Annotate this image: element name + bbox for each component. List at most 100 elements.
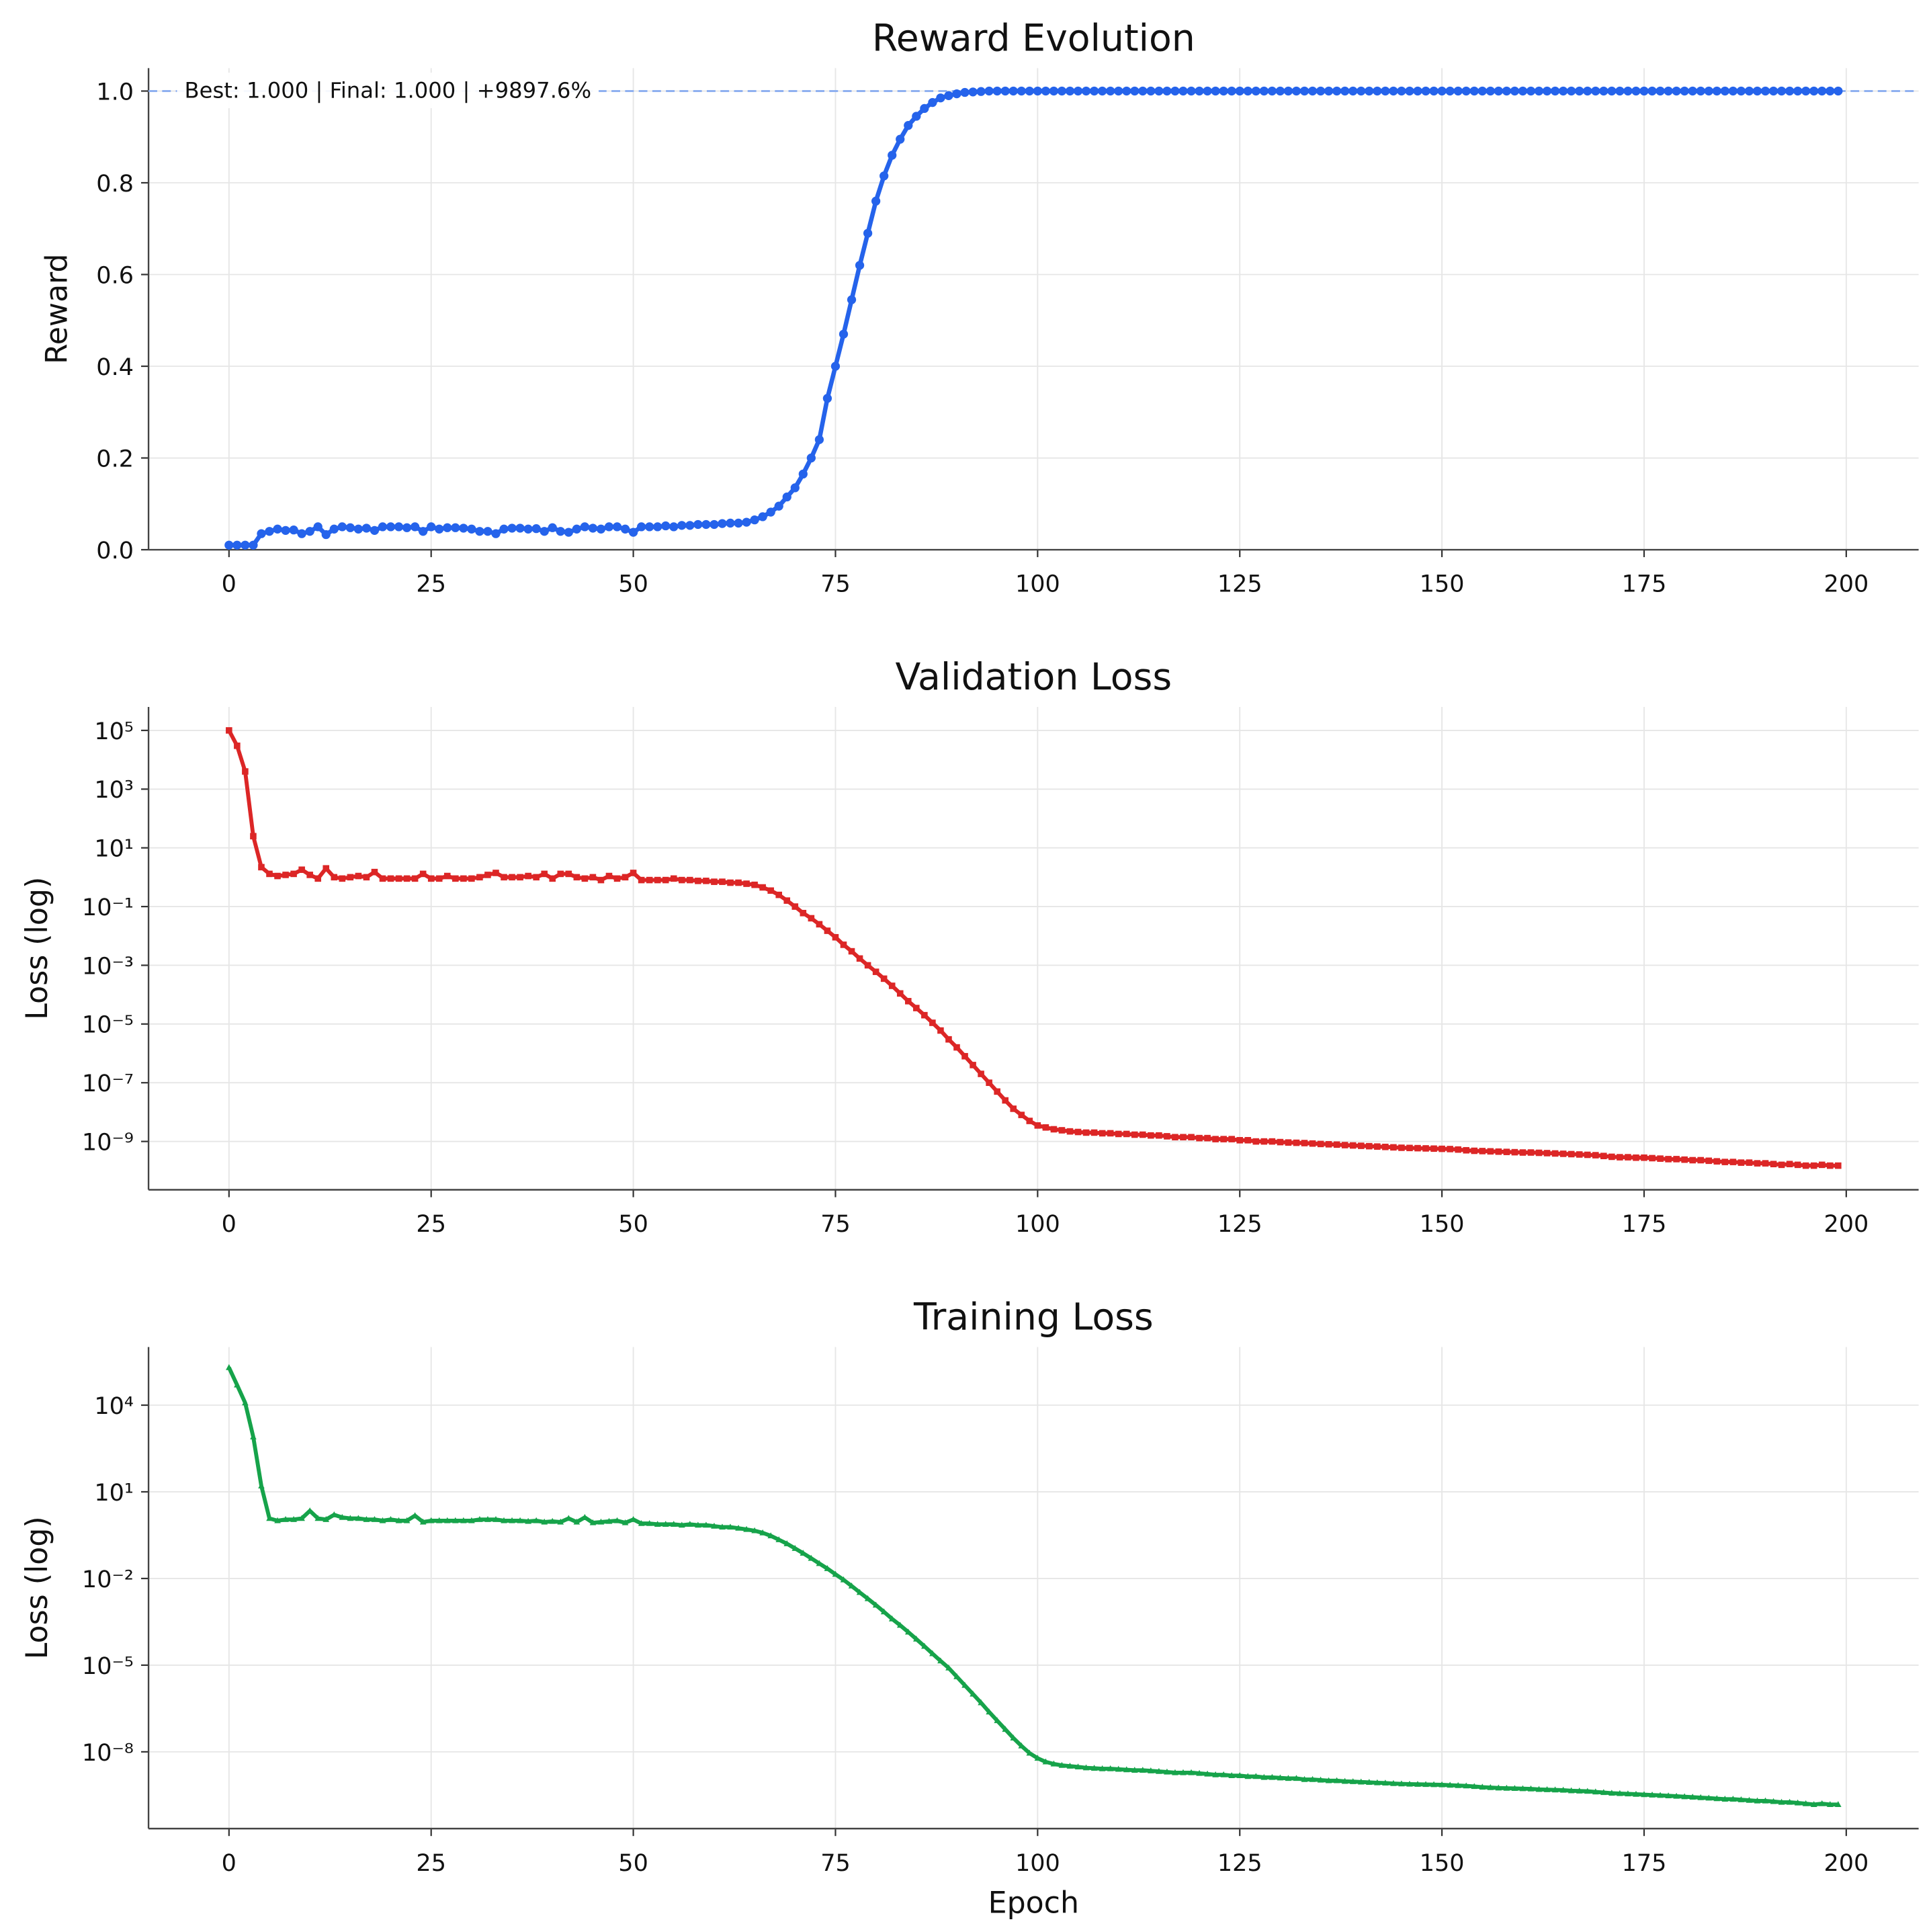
data-point — [1477, 86, 1487, 96]
data-point — [1099, 1130, 1106, 1137]
data-point — [1340, 86, 1350, 96]
data-point — [1309, 1775, 1316, 1782]
data-point — [1494, 86, 1503, 96]
data-point — [1357, 1142, 1365, 1149]
data-point — [1542, 86, 1552, 96]
y-tick-label: 10³ — [94, 777, 134, 804]
data-point — [394, 522, 404, 532]
data-point — [766, 507, 775, 517]
data-point — [1034, 1122, 1041, 1129]
data-point — [1148, 1132, 1154, 1139]
data-point — [1316, 86, 1326, 96]
data-point — [1664, 86, 1673, 96]
data-point — [314, 875, 322, 882]
data-point — [1018, 1742, 1025, 1749]
data-point — [679, 1521, 685, 1528]
data-point — [1042, 1758, 1049, 1765]
data-point — [290, 870, 297, 878]
data-point — [970, 1690, 976, 1697]
data-point — [1341, 1777, 1348, 1784]
data-point — [1615, 86, 1625, 96]
data-point — [371, 868, 378, 876]
data-point — [630, 870, 637, 876]
data-point — [1115, 1765, 1122, 1772]
data-point — [848, 1582, 855, 1589]
data-point — [1802, 1800, 1809, 1806]
data-point — [1534, 86, 1544, 96]
data-point — [1720, 86, 1729, 96]
data-point — [1164, 1133, 1170, 1140]
data-point — [1439, 1145, 1445, 1152]
data-point — [1665, 1792, 1672, 1799]
data-point — [1752, 86, 1762, 96]
data-point — [986, 1708, 992, 1715]
data-point — [847, 295, 857, 304]
y-tick-label: 10⁻⁵ — [82, 1653, 134, 1680]
data-point — [653, 522, 662, 532]
data-point — [1106, 86, 1115, 96]
data-point — [695, 878, 701, 884]
data-point — [1617, 1790, 1623, 1796]
data-point — [1665, 1156, 1672, 1163]
data-point — [1835, 1162, 1842, 1169]
data-point — [378, 522, 388, 532]
data-point — [1778, 1798, 1785, 1805]
data-point — [1754, 1160, 1761, 1167]
x-tick-label: 25 — [416, 1850, 446, 1877]
y-tick-label: 10⁻⁷ — [82, 1070, 134, 1097]
data-point — [743, 880, 750, 887]
data-point — [1810, 1801, 1817, 1807]
data-point — [1559, 1150, 1567, 1157]
data-point — [1374, 1143, 1381, 1150]
data-point — [1138, 86, 1148, 96]
data-point — [1641, 1154, 1647, 1161]
data-point — [711, 878, 718, 885]
data-point — [1786, 1161, 1793, 1167]
data-point — [1526, 86, 1536, 96]
data-point — [1307, 86, 1318, 96]
data-point — [1575, 86, 1584, 96]
data-point — [273, 524, 282, 534]
data-point — [937, 1657, 944, 1664]
data-point — [1802, 1162, 1809, 1169]
data-point — [1785, 86, 1795, 96]
data-point — [986, 1079, 992, 1086]
data-point — [573, 874, 581, 881]
data-point — [1744, 86, 1754, 96]
data-point — [1170, 86, 1180, 96]
data-point — [597, 1518, 605, 1525]
data-point — [1495, 1784, 1502, 1791]
data-point — [621, 1519, 629, 1525]
data-point — [783, 897, 791, 904]
data-point — [533, 874, 540, 881]
data-point — [1203, 86, 1212, 96]
data-point — [459, 523, 468, 533]
data-point — [517, 874, 523, 881]
data-point — [1826, 86, 1835, 96]
data-point — [1397, 86, 1406, 96]
data-point — [816, 921, 823, 928]
data-point — [630, 1516, 637, 1522]
data-point — [1421, 86, 1430, 96]
data-point — [580, 522, 590, 532]
data-point — [1607, 86, 1617, 96]
data-point — [920, 103, 929, 114]
data-point — [1243, 86, 1252, 96]
data-point — [515, 523, 525, 533]
data-point — [1680, 86, 1689, 96]
data-point — [484, 1516, 491, 1522]
data-point — [1073, 86, 1083, 96]
annotation-background — [177, 73, 599, 108]
data-point — [1728, 86, 1738, 96]
data-point — [1487, 1148, 1494, 1155]
data-point — [451, 523, 460, 532]
data-point — [960, 87, 970, 97]
y-axis-label: Loss (log) — [20, 1516, 54, 1659]
data-point — [1471, 1783, 1478, 1790]
data-point — [298, 866, 305, 874]
data-point — [1018, 1111, 1025, 1118]
x-tick-label: 50 — [618, 571, 648, 598]
data-point — [1567, 86, 1576, 96]
data-point — [1099, 1765, 1106, 1771]
